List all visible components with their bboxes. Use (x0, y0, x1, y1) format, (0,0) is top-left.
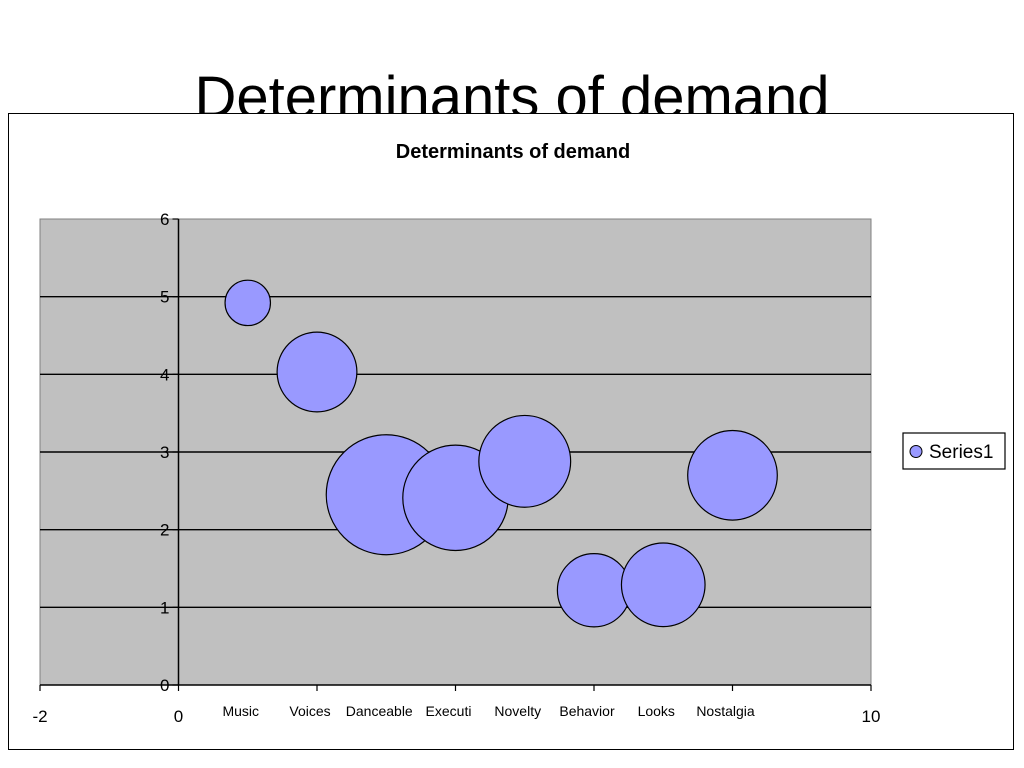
bubble-looks (620, 542, 706, 628)
legend-marker (909, 445, 923, 458)
category-labels: Music Voices Danceable Executi Novelty Behavi… (222, 703, 754, 719)
x-tick-label: -2 (32, 707, 47, 726)
y-tick-label: 0 (160, 676, 169, 695)
bubble-music (224, 279, 272, 327)
legend: Series1 (902, 432, 1006, 470)
bubbles (224, 279, 778, 628)
category-label: Behavior (559, 703, 615, 719)
bubble-nostalgia (687, 429, 778, 521)
y-tick-label: 2 (160, 521, 169, 540)
category-label: Music (222, 703, 259, 719)
category-label: Danceable (346, 703, 413, 719)
y-tick-label: 3 (160, 443, 169, 462)
category-label: Voices (289, 703, 330, 719)
bubble-behavior (556, 553, 632, 628)
bubble-voices (276, 331, 358, 413)
axis-ticks: 0 1 2 3 4 5 6 -2 0 10 (32, 210, 880, 726)
y-tick-label: 4 (160, 365, 169, 384)
category-label: Nostalgia (696, 703, 755, 719)
y-tick-label: 6 (160, 210, 169, 229)
x-tick-label: 10 (862, 707, 881, 726)
category-label: Executi (426, 703, 472, 719)
category-label: Novelty (494, 703, 541, 719)
bubble-novelty (478, 414, 572, 508)
y-tick-label: 5 (160, 288, 169, 307)
category-label: Looks (638, 703, 675, 719)
x-tick-label: 0 (174, 707, 183, 726)
y-tick-label: 1 (160, 598, 169, 617)
legend-label-series1: Series1 (929, 442, 993, 463)
chart-title: Determinants of demand (396, 141, 630, 163)
